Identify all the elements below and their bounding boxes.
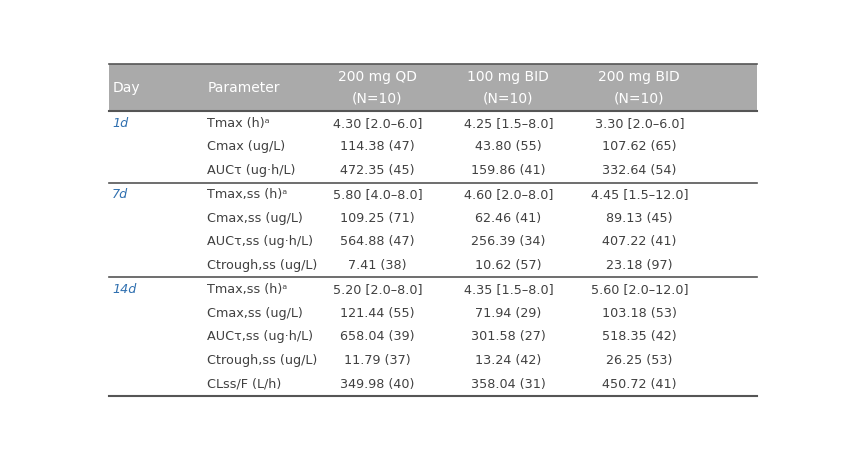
Text: 4.30 [2.0–6.0]: 4.30 [2.0–6.0] — [333, 117, 422, 130]
Text: 4.60 [2.0–8.0]: 4.60 [2.0–8.0] — [463, 188, 553, 201]
Text: 450.72 (41): 450.72 (41) — [602, 378, 676, 391]
Text: 11.79 (37): 11.79 (37) — [344, 354, 410, 367]
Text: 200 mg QD: 200 mg QD — [338, 70, 416, 84]
Text: 114.38 (47): 114.38 (47) — [339, 141, 414, 154]
Text: 7.41 (38): 7.41 (38) — [348, 259, 406, 272]
Text: 23.18 (97): 23.18 (97) — [605, 259, 672, 272]
Text: (N=10): (N=10) — [483, 92, 533, 106]
Text: 1d: 1d — [112, 117, 128, 130]
Text: Parameter: Parameter — [207, 81, 279, 95]
Text: 4.45 [1.5–12.0]: 4.45 [1.5–12.0] — [590, 188, 687, 201]
Text: 13.24 (42): 13.24 (42) — [474, 354, 541, 367]
Text: 159.86 (41): 159.86 (41) — [471, 164, 545, 177]
Text: 518.35 (42): 518.35 (42) — [601, 330, 676, 343]
Text: 121.44 (55): 121.44 (55) — [340, 307, 414, 320]
Text: 658.04 (39): 658.04 (39) — [340, 330, 414, 343]
Text: 89.13 (45): 89.13 (45) — [605, 211, 672, 224]
Text: 200 mg BID: 200 mg BID — [598, 70, 679, 84]
Text: 5.80 [4.0–8.0]: 5.80 [4.0–8.0] — [333, 188, 422, 201]
Text: 407.22 (41): 407.22 (41) — [602, 235, 676, 248]
Text: Ctrough,ss (ug/L): Ctrough,ss (ug/L) — [207, 354, 317, 367]
Text: 107.62 (65): 107.62 (65) — [602, 141, 676, 154]
Text: 109.25 (71): 109.25 (71) — [339, 211, 414, 224]
Text: 349.98 (40): 349.98 (40) — [340, 378, 414, 391]
Text: (N=10): (N=10) — [352, 92, 403, 106]
Text: Tmax,ss (h)ᵃ: Tmax,ss (h)ᵃ — [207, 188, 287, 201]
Text: 43.80 (55): 43.80 (55) — [474, 141, 541, 154]
Text: 14d: 14d — [112, 283, 137, 296]
Text: Ctrough,ss (ug/L): Ctrough,ss (ug/L) — [207, 259, 317, 272]
Text: Day: Day — [112, 81, 139, 95]
Text: 5.60 [2.0–12.0]: 5.60 [2.0–12.0] — [590, 283, 687, 296]
Text: CLss/F (L/h): CLss/F (L/h) — [207, 378, 281, 391]
Text: 5.20 [2.0–8.0]: 5.20 [2.0–8.0] — [333, 283, 422, 296]
Text: AUCτ,ss (ug·h/L): AUCτ,ss (ug·h/L) — [207, 330, 313, 343]
Text: 4.25 [1.5–8.0]: 4.25 [1.5–8.0] — [463, 117, 553, 130]
Text: (N=10): (N=10) — [614, 92, 664, 106]
Text: 332.64 (54): 332.64 (54) — [602, 164, 676, 177]
Text: 62.46 (41): 62.46 (41) — [474, 211, 541, 224]
Text: Tmax (h)ᵃ: Tmax (h)ᵃ — [207, 117, 269, 130]
Text: AUCτ (ug·h/L): AUCτ (ug·h/L) — [207, 164, 295, 177]
Text: Tmax,ss (h)ᵃ: Tmax,ss (h)ᵃ — [207, 283, 287, 296]
Bar — [109, 64, 756, 111]
Text: 71.94 (29): 71.94 (29) — [474, 307, 541, 320]
Text: 7d: 7d — [112, 188, 128, 201]
Text: 26.25 (53): 26.25 (53) — [605, 354, 672, 367]
Text: 100 mg BID: 100 mg BID — [467, 70, 549, 84]
Text: 301.58 (27): 301.58 (27) — [470, 330, 545, 343]
Text: 358.04 (31): 358.04 (31) — [470, 378, 545, 391]
Text: 10.62 (57): 10.62 (57) — [474, 259, 541, 272]
Text: 256.39 (34): 256.39 (34) — [471, 235, 545, 248]
Text: Cmax,ss (ug/L): Cmax,ss (ug/L) — [207, 307, 302, 320]
Text: 3.30 [2.0–6.0]: 3.30 [2.0–6.0] — [594, 117, 684, 130]
Text: 472.35 (45): 472.35 (45) — [340, 164, 414, 177]
Text: 4.35 [1.5–8.0]: 4.35 [1.5–8.0] — [463, 283, 553, 296]
Text: 103.18 (53): 103.18 (53) — [601, 307, 676, 320]
Text: Cmax,ss (ug/L): Cmax,ss (ug/L) — [207, 211, 302, 224]
Text: 564.88 (47): 564.88 (47) — [340, 235, 414, 248]
Text: AUCτ,ss (ug·h/L): AUCτ,ss (ug·h/L) — [207, 235, 313, 248]
Text: Cmax (ug/L): Cmax (ug/L) — [207, 141, 285, 154]
